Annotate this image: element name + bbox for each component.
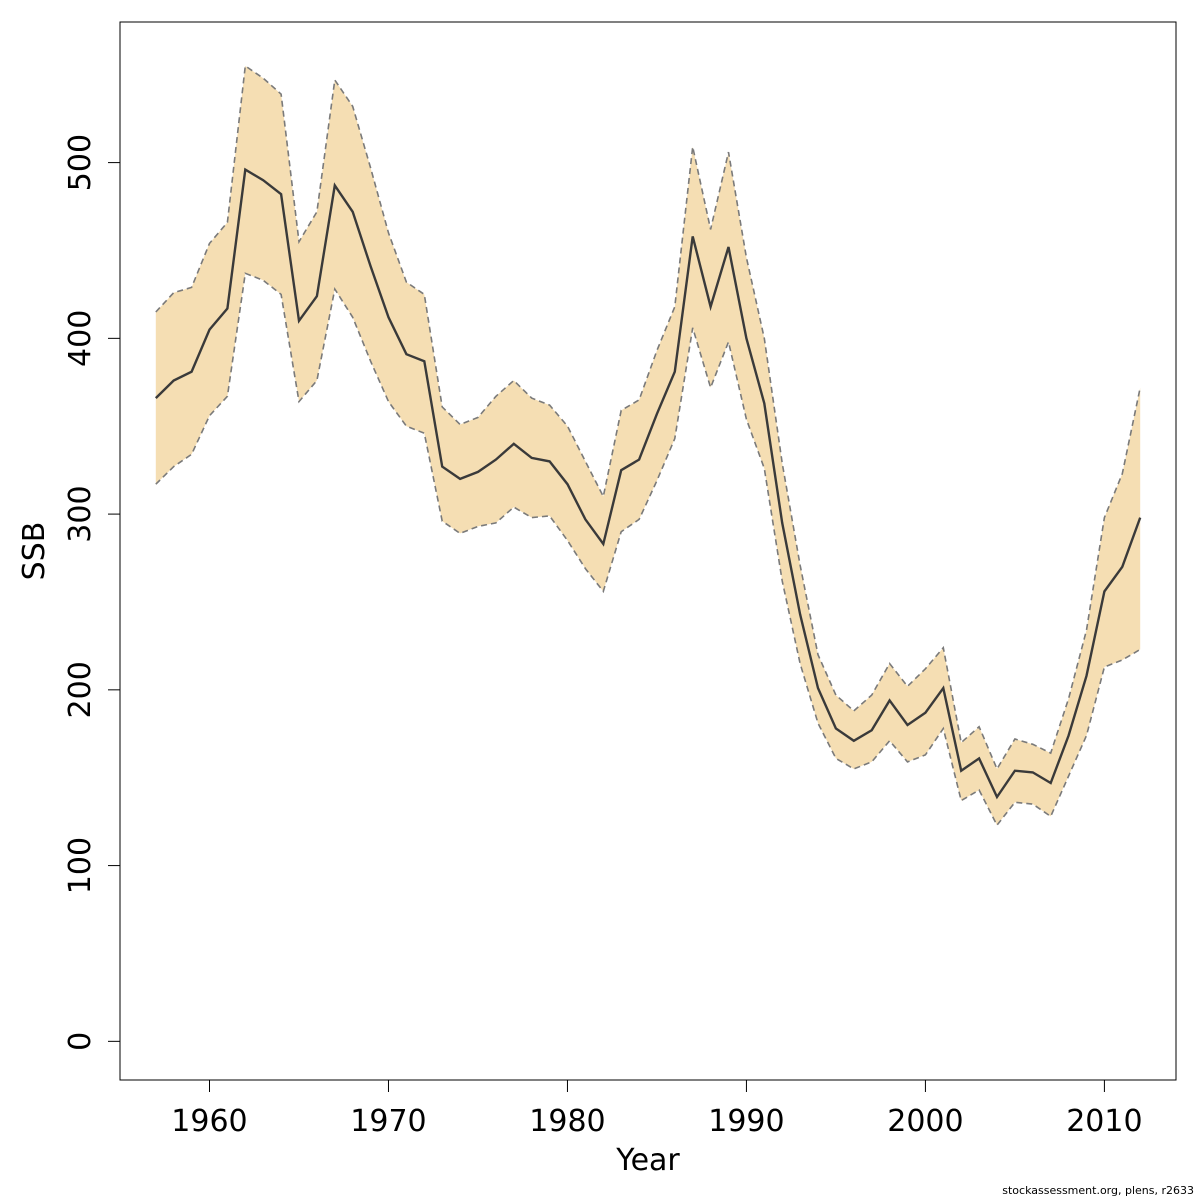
ssb-estimate-line xyxy=(154,167,1142,800)
x-tick-label: 2010 xyxy=(1066,1104,1142,1139)
x-axis: 1960 1970 1980 1990 2000 2010 xyxy=(171,1080,1143,1139)
y-axis: 0 100 200 300 400 500 xyxy=(63,134,120,1051)
plot-frame xyxy=(119,21,1177,1081)
y-tick-label: 200 xyxy=(63,661,98,718)
y-tick-label: 400 xyxy=(63,310,98,367)
y-tick-label: 100 xyxy=(63,837,98,894)
y-tick-label: 0 xyxy=(63,1032,98,1051)
upper-bound-line xyxy=(155,64,1141,771)
x-tick-label: 1990 xyxy=(708,1104,784,1139)
x-tick-label: 1960 xyxy=(171,1104,247,1139)
y-axis-title: SSB xyxy=(17,522,52,581)
y-tick-label: 300 xyxy=(63,485,98,542)
x-axis-title: Year xyxy=(615,1143,680,1178)
x-tick-label: 1980 xyxy=(529,1104,605,1139)
footer-credit: stockassessment.org, plens, r2633 xyxy=(1002,1184,1194,1197)
lower-bound-line xyxy=(155,272,1141,827)
y-tick-label: 500 xyxy=(63,134,98,191)
x-tick-label: 1970 xyxy=(350,1104,426,1139)
confidence-band xyxy=(155,65,1141,826)
x-tick-label: 2000 xyxy=(887,1104,963,1139)
